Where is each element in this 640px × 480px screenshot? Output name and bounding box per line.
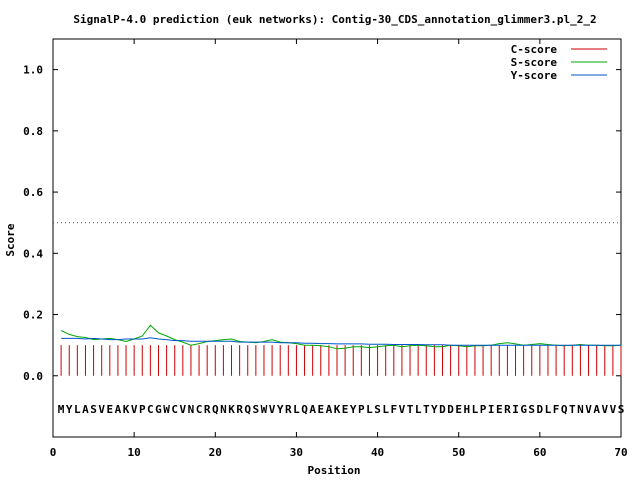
sequence-residue: V — [585, 403, 592, 416]
sequence-residue: L — [472, 403, 479, 416]
plot-frame — [52, 38, 622, 438]
sequence-residue: R — [285, 403, 292, 416]
x-tick-label: 10 — [128, 446, 141, 459]
sequence-residue: Y — [350, 403, 357, 416]
sequence-residue: P — [480, 403, 487, 416]
sequence-residue: G — [520, 403, 527, 416]
y-tick-label: 0.8 — [23, 125, 43, 138]
sequence-residue: N — [220, 403, 227, 416]
sequence-residue: C — [171, 403, 178, 416]
y-tick-label: 0.2 — [23, 309, 43, 322]
sequence-residue: I — [488, 403, 495, 416]
sequence-residue: D — [447, 403, 454, 416]
sequence-residue: F — [390, 403, 397, 416]
sequence-residue: P — [358, 403, 365, 416]
x-tick-label: 60 — [533, 446, 546, 459]
sequence-residue: R — [236, 403, 243, 416]
sequence-residue: K — [228, 403, 235, 416]
sequence-residue: N — [188, 403, 195, 416]
sequence-residue: V — [180, 403, 187, 416]
sequence-residue: S — [374, 403, 381, 416]
y-tick-label: 0.4 — [23, 247, 43, 260]
sequence-residue: C — [196, 403, 203, 416]
sequence-residue: W — [261, 403, 268, 416]
sequence-residue: A — [326, 403, 333, 416]
sequence-residue: G — [155, 403, 162, 416]
sequence-residue: V — [131, 403, 138, 416]
sequence-residue: E — [342, 403, 349, 416]
sequence-residue: Y — [277, 403, 284, 416]
sequence-residue: T — [569, 403, 576, 416]
x-tick-label: 40 — [371, 446, 384, 459]
legend-label: C-score — [511, 43, 558, 56]
sequence-residue: R — [504, 403, 511, 416]
sequence-residue: A — [82, 403, 89, 416]
sequence-residue: V — [601, 403, 608, 416]
chart-title: SignalP-4.0 prediction (euk networks): C… — [73, 13, 596, 26]
sequence-residue: D — [439, 403, 446, 416]
y-axis-label: Score — [4, 223, 17, 256]
sequence-residue: T — [407, 403, 414, 416]
sequence-residue: S — [90, 403, 97, 416]
sequence-residue: H — [464, 403, 471, 416]
sequence-residue: E — [106, 403, 113, 416]
y-tick-label: 0.6 — [23, 186, 43, 199]
sequence-residue: T — [423, 403, 430, 416]
sequence-residue: L — [382, 403, 389, 416]
sequence-residue: K — [334, 403, 341, 416]
sequence-residue: V — [98, 403, 105, 416]
sequence-residue: S — [253, 403, 260, 416]
sequence-residue: Q — [212, 403, 219, 416]
sequence-residue: V — [399, 403, 406, 416]
sequence-residue: L — [415, 403, 422, 416]
x-tick-label: 20 — [209, 446, 222, 459]
sequence-residue: F — [553, 403, 560, 416]
x-tick-label: 0 — [50, 446, 57, 459]
sequence-residue: Q — [301, 403, 308, 416]
sequence-residue: W — [163, 403, 170, 416]
sequence-residue: S — [618, 403, 625, 416]
sequence-residue: E — [317, 403, 324, 416]
y-score-line — [61, 337, 621, 346]
sequence-residue: L — [293, 403, 300, 416]
sequence-residue: Y — [431, 403, 438, 416]
sequence-residue: S — [528, 403, 535, 416]
sequence-residue: R — [204, 403, 211, 416]
sequence-residue: A — [115, 403, 122, 416]
sequence-residue: A — [309, 403, 316, 416]
sequence-residue: L — [74, 403, 81, 416]
sequence-residue: I — [512, 403, 519, 416]
sequence-residue: D — [537, 403, 544, 416]
sequence-residue: Q — [561, 403, 568, 416]
sequence-residue: V — [269, 403, 276, 416]
sequence-residue: M — [58, 403, 65, 416]
sequence-residue: L — [545, 403, 552, 416]
sequence-residue: C — [147, 403, 154, 416]
x-tick-label: 30 — [290, 446, 303, 459]
sequence-residue: L — [366, 403, 373, 416]
legend-label: S-score — [511, 56, 558, 69]
sequence-residue: A — [593, 403, 600, 416]
sequence-residue: V — [610, 403, 617, 416]
sequence-residue: N — [577, 403, 584, 416]
legend-label: Y-score — [511, 69, 558, 82]
x-tick-label: 70 — [614, 446, 627, 459]
x-axis-label: Position — [308, 464, 361, 477]
sequence-residue: Y — [66, 403, 73, 416]
sequence-residue: P — [139, 403, 146, 416]
y-tick-label: 1.0 — [23, 64, 43, 77]
sequence-residue: K — [123, 403, 130, 416]
sequence-residue: Q — [244, 403, 251, 416]
y-tick-label: 0.0 — [23, 370, 43, 383]
sequence-residue: E — [455, 403, 462, 416]
x-tick-label: 50 — [452, 446, 465, 459]
sequence-residue: E — [496, 403, 503, 416]
